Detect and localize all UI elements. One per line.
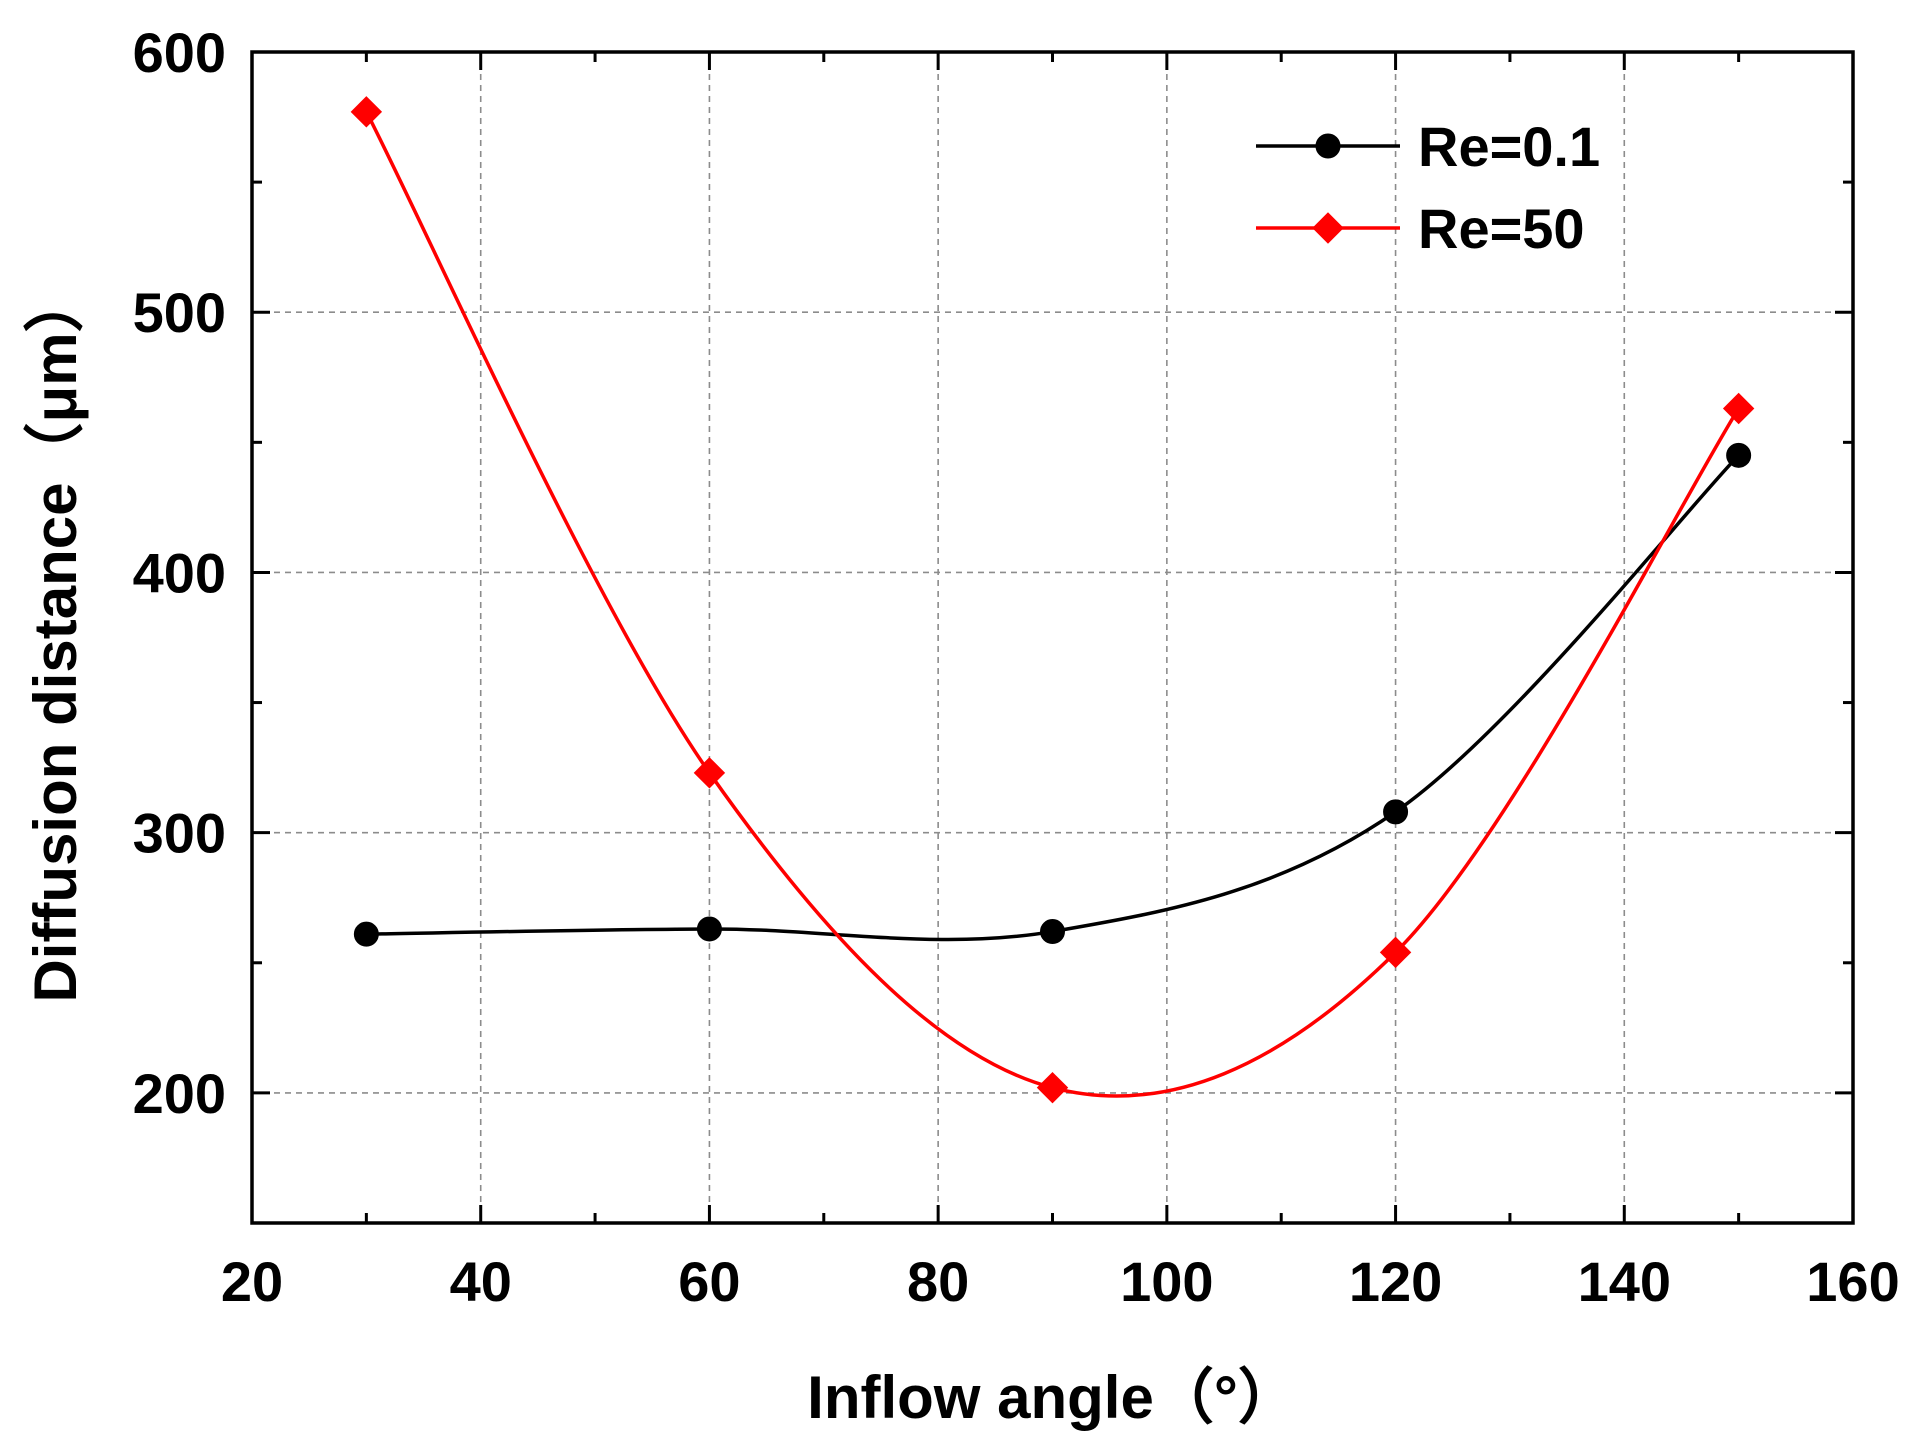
x-tick-label: 60	[678, 1250, 740, 1313]
y-tick-label: 400	[133, 541, 226, 604]
y-tick-label: 500	[133, 281, 226, 344]
series-line	[364, 111, 1741, 1098]
data-point	[1379, 936, 1412, 969]
series-layer	[350, 96, 1755, 1104]
legend-marker	[1315, 133, 1341, 159]
data-point	[350, 96, 383, 128]
y-tick-label: 200	[133, 1062, 226, 1125]
axis-ticks	[250, 50, 1855, 1223]
x-axis-title: Inflow angle（°）	[807, 1364, 1298, 1431]
y-axis-title: Diffusion distance（μm）	[22, 272, 89, 1002]
legend-label: Re=0.1	[1418, 115, 1600, 178]
x-tick-label: 160	[1806, 1250, 1899, 1313]
x-tick-label: 40	[450, 1250, 512, 1313]
tick-labels: 20 40 60 80 100 120 140 160 200 300 400 500 600	[133, 21, 1900, 1313]
legend-item: Re=50	[1256, 197, 1585, 260]
y-tick-label: 600	[133, 21, 226, 84]
x-tick-label: 100	[1120, 1250, 1213, 1313]
plot-area-border	[250, 50, 1855, 1225]
data-point	[353, 921, 379, 947]
legend-item: Re=0.1	[1256, 115, 1600, 178]
data-point	[1383, 799, 1409, 825]
x-tick-label: 80	[907, 1250, 969, 1313]
grid-lines	[252, 52, 1853, 1223]
series-2	[350, 96, 1755, 1104]
x-tick-label: 140	[1578, 1250, 1671, 1313]
series-1	[353, 442, 1752, 947]
plot-frame	[250, 50, 1855, 1225]
data-point	[696, 916, 722, 942]
legend-marker	[1312, 212, 1344, 244]
x-tick-label: 20	[221, 1250, 283, 1313]
legend-label: Re=50	[1418, 197, 1585, 260]
y-tick-label: 300	[133, 802, 226, 865]
legend: Re=0.1 Re=50	[1256, 115, 1600, 260]
data-point	[1036, 1071, 1069, 1104]
series-line	[366, 454, 1740, 942]
data-point	[1722, 392, 1755, 425]
data-point	[1726, 442, 1752, 468]
data-point	[1040, 919, 1065, 945]
data-point	[693, 757, 726, 789]
x-tick-label: 120	[1349, 1250, 1442, 1313]
